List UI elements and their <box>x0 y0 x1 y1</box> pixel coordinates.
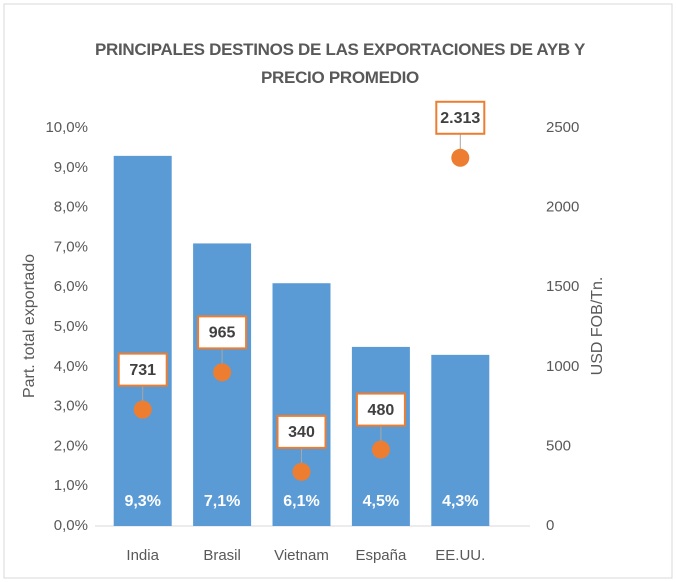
x-tick-label: Vietnam <box>274 547 329 564</box>
label-box <box>197 315 248 350</box>
point <box>213 363 232 382</box>
label-box <box>355 392 406 427</box>
point <box>371 440 390 459</box>
bar-value-label: 4,5% <box>363 493 399 510</box>
label-box <box>276 414 327 449</box>
y-tick-label: 1,0% <box>54 477 88 494</box>
bar-value-label: 6,1% <box>283 493 319 510</box>
point-value-label: 965 <box>209 325 236 342</box>
x-tick-label: Brasil <box>203 547 241 564</box>
y2-tick-label: 1000 <box>546 358 579 375</box>
y2-tick-label: 2500 <box>546 119 579 136</box>
x-tick-label: India <box>126 547 159 564</box>
y2-tick-label: 1500 <box>546 278 579 295</box>
bar <box>193 243 252 527</box>
bar <box>113 155 172 527</box>
y-tick-label: 4,0% <box>54 358 88 375</box>
y-tick-label: 6,0% <box>54 278 88 295</box>
label-box <box>117 352 168 387</box>
point <box>133 400 152 419</box>
bar <box>272 283 331 526</box>
y-tick-label: 2,0% <box>54 437 88 454</box>
point <box>451 148 470 167</box>
y-tick-label: 3,0% <box>54 398 88 415</box>
y2-tick-label: 0 <box>546 517 554 534</box>
y-tick-label: 9,0% <box>54 159 88 176</box>
point-value-label: 480 <box>368 402 395 419</box>
point-value-label: 340 <box>288 424 315 441</box>
y2-tick-label: 500 <box>546 437 571 454</box>
y-tick-label: 8,0% <box>54 199 88 216</box>
chart-title: PRINCIPALES DESTINOS DE LAS EXPORTACIONE… <box>94 40 586 87</box>
bar <box>431 354 490 526</box>
y-tick-label: 0,0% <box>54 517 88 534</box>
chart-border <box>3 3 673 579</box>
point <box>292 462 311 481</box>
y2-axis-label: USD FOB/Tn. <box>589 277 606 376</box>
bar-value-label: 7,1% <box>204 493 240 510</box>
y2-tick-label: 2000 <box>546 199 579 216</box>
bar-value-label: 9,3% <box>124 493 160 510</box>
x-tick-label: EE.UU. <box>435 547 485 564</box>
bar-value-label: 4,3% <box>442 493 478 510</box>
label-box <box>435 100 486 135</box>
x-tick-label: España <box>355 547 407 564</box>
y-tick-label: 7,0% <box>54 238 88 255</box>
y-tick-label: 5,0% <box>54 318 88 335</box>
point-value-label: 2.313 <box>440 110 480 127</box>
y-axis-label: Part. total exportado <box>21 254 38 398</box>
y-tick-label: 10,0% <box>45 119 88 136</box>
point-value-label: 731 <box>129 362 156 379</box>
